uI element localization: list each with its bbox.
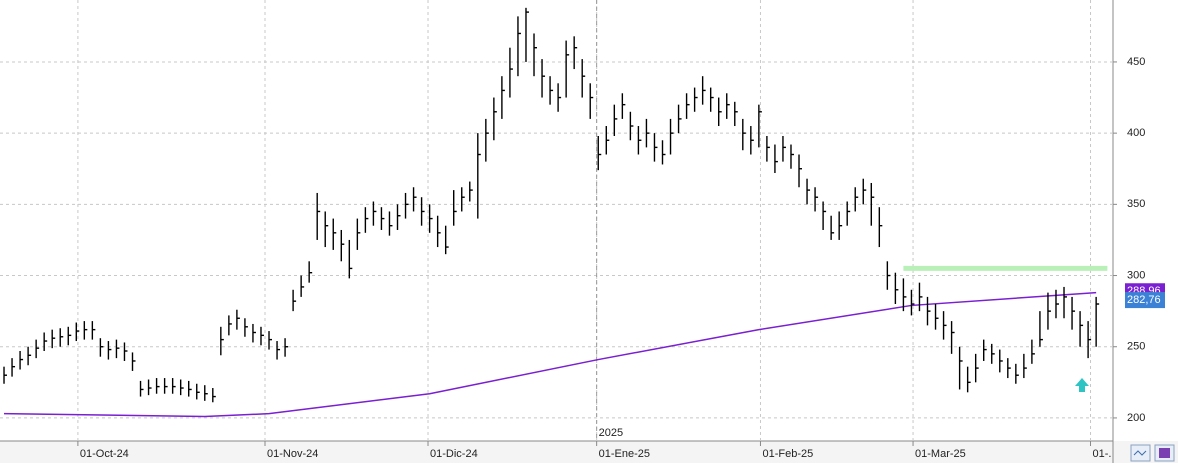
price-label-box <box>1125 292 1165 309</box>
price-label: 282,76 <box>1127 294 1161 306</box>
y-tick-label: 300 <box>1127 269 1145 281</box>
y-tick-label: 200 <box>1127 412 1145 424</box>
x-tick-label: 01-Nov-24 <box>267 448 318 460</box>
x-tick-label: 01-Dic-24 <box>430 448 478 460</box>
y-tick-label: 400 <box>1127 127 1145 139</box>
zoom-icon <box>1133 450 1147 456</box>
x-tick-label: 01-Ene-25 <box>599 448 650 460</box>
year-label: 2025 <box>599 427 623 439</box>
moving-average <box>4 291 1097 418</box>
x-tick-label: 01-. <box>1093 448 1112 460</box>
x-tick-label: 01-Mar-25 <box>915 448 966 460</box>
x-tick-label: 01-Oct-24 <box>80 448 129 460</box>
x-axis-area <box>0 441 1178 463</box>
save-icon <box>1159 448 1170 458</box>
y-tick-label: 250 <box>1127 341 1145 353</box>
arrow-icon <box>1075 378 1089 392</box>
x-tick-label: 01-Feb-25 <box>762 448 813 460</box>
y-tick-label: 350 <box>1127 198 1145 210</box>
y-tick-label: 450 <box>1127 56 1145 68</box>
